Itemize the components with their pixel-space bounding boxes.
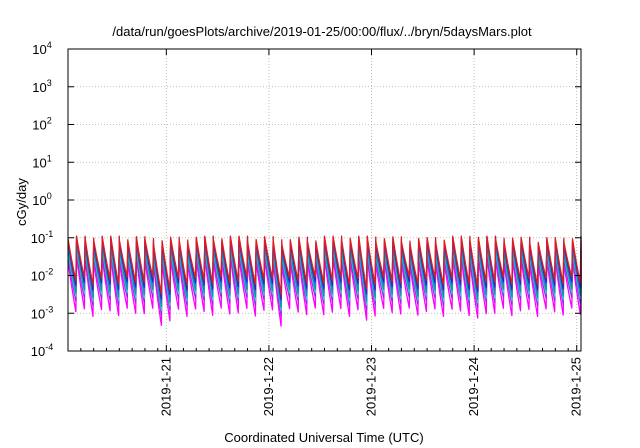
x-axis-label: Coordinated Universal Time (UTC): [224, 430, 423, 445]
y-tick-label-base: 10: [32, 80, 46, 95]
y-tick-label-base: 10: [32, 155, 46, 170]
y-tick-label: 10-1: [31, 229, 53, 246]
y-tick-label: 104: [32, 40, 51, 57]
y-tick-label: 10-3: [31, 304, 53, 321]
y-tick-label-exponent: -1: [45, 229, 53, 239]
y-tick-label-base: 10: [31, 306, 45, 321]
y-tick-label: 101: [32, 153, 51, 170]
y-tick-label-exponent: 2: [47, 116, 52, 126]
y-tick-label-exponent: 4: [47, 40, 52, 50]
chart-title: /data/run/goesPlots/archive/2019-01-25/0…: [112, 24, 532, 39]
y-tick-label: 10-4: [31, 342, 53, 359]
x-tick-label: 2019-1-24: [466, 357, 481, 416]
x-tick-label: 2019-1-22: [261, 357, 276, 416]
series-line: [67, 256, 582, 327]
y-tick-label-exponent: 1: [47, 153, 52, 163]
y-tick-label-base: 10: [32, 42, 46, 57]
y-tick-label-base: 10: [31, 269, 45, 284]
y-tick-label-base: 10: [31, 231, 45, 246]
x-tick-label: 2019-1-23: [364, 357, 379, 416]
y-axis-label: cGy/day: [14, 178, 29, 226]
y-tick-label-base: 10: [32, 193, 46, 208]
y-tick-label-base: 10: [31, 344, 45, 359]
y-tick-label-exponent: 3: [47, 78, 52, 88]
y-tick-label: 100: [32, 191, 51, 208]
axes: 10-410-310-210-11001011021031042019-1-21…: [31, 40, 584, 416]
series-layer: [67, 235, 582, 327]
y-tick-label-exponent: -2: [45, 267, 53, 277]
x-tick-label: 2019-1-21: [158, 357, 173, 416]
y-tick-label-base: 10: [32, 118, 46, 133]
x-tick-label: 2019-1-25: [569, 357, 584, 416]
y-tick-label: 103: [32, 78, 51, 95]
series-line: [67, 235, 582, 296]
y-tick-label-exponent: 0: [47, 191, 52, 201]
y-tick-label-exponent: -4: [45, 342, 53, 352]
y-tick-label: 10-2: [31, 267, 53, 284]
y-tick-label: 102: [32, 116, 51, 133]
y-tick-label-exponent: -3: [45, 304, 53, 314]
